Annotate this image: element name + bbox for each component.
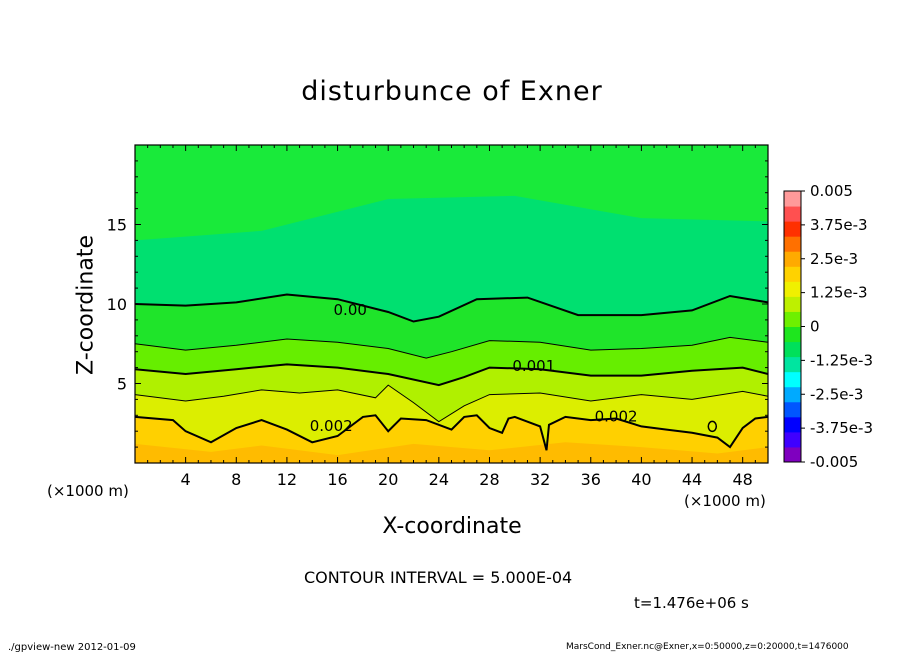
contour-label-2: 0.002 bbox=[310, 417, 353, 435]
footer-left: ./gpview-new 2012-01-09 bbox=[8, 642, 136, 653]
x-tick-label: 24 bbox=[429, 470, 449, 489]
contour-line-0 bbox=[135, 293, 768, 323]
colorbar-segment bbox=[784, 356, 801, 373]
y-tick-label: 5 bbox=[117, 375, 127, 394]
x-axis-label: X-coordinate bbox=[382, 514, 522, 539]
contour-label-0: 0.00 bbox=[334, 301, 367, 319]
x-tick-label: 28 bbox=[479, 470, 499, 489]
contour-line-1 bbox=[135, 336, 768, 359]
colorbar-segment bbox=[784, 401, 801, 418]
x-unit-label: (×1000 m) bbox=[47, 482, 129, 500]
contour-line-4 bbox=[135, 414, 768, 451]
x-tick-label: 40 bbox=[631, 470, 651, 489]
x-unit-label-bottom-right: (×1000 m) bbox=[684, 492, 766, 510]
colorbar-segment bbox=[784, 251, 801, 267]
time-note: t=1.476e+06 s bbox=[634, 594, 749, 612]
contour-label-3: 0.002 bbox=[595, 408, 638, 426]
colorbar-tick-label: 1.25e-3 bbox=[810, 284, 868, 302]
x-tick-label: 32 bbox=[530, 470, 550, 489]
contour-loop bbox=[707, 420, 718, 433]
colorbar-tick-label: -2.5e-3 bbox=[810, 385, 863, 403]
heatmap-fill bbox=[135, 145, 768, 463]
contour-interval-note: CONTOUR INTERVAL = 5.000E-04 bbox=[304, 568, 573, 587]
contour-label-1: 0.001 bbox=[512, 357, 555, 375]
colorbar-tick-label: -1.25e-3 bbox=[810, 351, 873, 369]
colorbar-tick-label: -0.005 bbox=[810, 453, 858, 471]
colorbar-segment bbox=[784, 446, 801, 463]
colorbar-tick-label: 2.5e-3 bbox=[810, 250, 858, 268]
y-tick-label: 10 bbox=[107, 295, 127, 314]
fill-band-bottom bbox=[135, 442, 768, 463]
contour-line-3 bbox=[135, 384, 768, 423]
x-tick-label: 44 bbox=[682, 470, 702, 489]
contour-line-2 bbox=[135, 363, 768, 387]
colorbar-segment bbox=[784, 206, 801, 222]
contour-lines bbox=[135, 293, 768, 451]
colorbar-segment bbox=[784, 236, 801, 252]
colorbar-segment bbox=[784, 296, 801, 312]
colorbar-segment bbox=[784, 221, 801, 237]
colorbar-tick-label: 0.005 bbox=[810, 182, 853, 200]
colorbar-tick-label: -3.75e-3 bbox=[810, 419, 873, 437]
colorbar-segment bbox=[784, 266, 801, 282]
colorbar: 0.005 3.75e-3 2.5e-3 1.25e-3 0 -1.25e-3 -2.5e-… bbox=[783, 182, 873, 471]
colorbar-tick-label: 3.75e-3 bbox=[810, 216, 868, 234]
colorbar-segment bbox=[784, 281, 801, 297]
colorbar-segment bbox=[784, 341, 801, 358]
chart-title: disturbunce of Exner bbox=[301, 76, 603, 107]
x-tick-label: 48 bbox=[733, 470, 753, 489]
colorbar-segment bbox=[784, 326, 801, 343]
x-axis: 4 8 12 16 20 24 28 32 36 40 44 48 bbox=[134, 145, 769, 489]
contour-labels: 0.00 0.001 0.002 0.002 bbox=[310, 301, 638, 435]
x-tick-label: 8 bbox=[231, 470, 241, 489]
x-tick-label: 12 bbox=[277, 470, 297, 489]
colorbar-segment bbox=[784, 191, 801, 207]
x-tick-label: 20 bbox=[378, 470, 398, 489]
x-tick-label: 16 bbox=[327, 470, 347, 489]
fill-band-upper bbox=[135, 145, 768, 241]
footer-right: MarsCond_Exner.nc@Exner,x=0:50000,z=0:20… bbox=[566, 642, 849, 652]
colorbar-segment bbox=[784, 386, 801, 403]
colorbar-segment bbox=[784, 416, 801, 433]
colorbar-segment bbox=[784, 371, 801, 388]
x-tick-label: 36 bbox=[581, 470, 601, 489]
colorbar-tick-label: 0 bbox=[810, 318, 820, 336]
x-tick-label: 4 bbox=[181, 470, 191, 489]
y-tick-label: 15 bbox=[107, 216, 127, 235]
y-axis: 5 10 15 bbox=[107, 144, 768, 464]
colorbar-segment bbox=[784, 311, 801, 327]
colorbar-segment bbox=[784, 431, 801, 448]
